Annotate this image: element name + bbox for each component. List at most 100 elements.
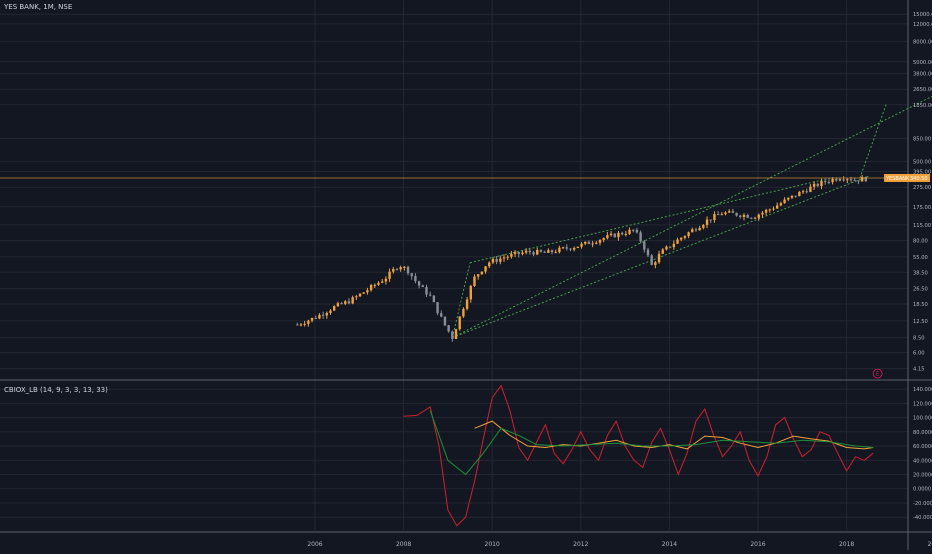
event-marker-label: E <box>876 372 879 378</box>
candle-body <box>554 252 557 254</box>
candle-body <box>587 241 591 245</box>
candle-body <box>344 301 347 304</box>
candle-body <box>764 209 768 213</box>
channel-line <box>451 262 471 338</box>
candle-body <box>536 249 539 255</box>
x-tick-label: 2014 <box>662 541 677 548</box>
candle-body <box>399 267 402 270</box>
candle-body <box>768 209 772 211</box>
candle-body <box>510 253 513 257</box>
candle-body <box>654 262 657 265</box>
candle-body <box>451 331 454 340</box>
oscillator-series-line <box>403 384 874 527</box>
candle-body <box>303 323 306 325</box>
candle-body <box>827 181 831 183</box>
candle-body <box>296 324 299 326</box>
candle-body <box>842 179 845 181</box>
candle-body <box>347 301 351 304</box>
x-tick-label: 2012 <box>573 541 588 548</box>
y-tick-label: 2650.00 <box>913 87 932 93</box>
channel-line <box>859 103 887 179</box>
candle-body <box>476 274 480 277</box>
candle-body <box>447 325 450 332</box>
candle-body <box>731 211 735 213</box>
candle-body <box>499 258 502 262</box>
candle-body <box>632 229 635 231</box>
osc-y-tick-label: 140.0000 <box>913 387 932 393</box>
candle-body <box>772 208 775 210</box>
candle-body <box>794 195 797 197</box>
candle-body <box>480 271 484 275</box>
candle-body <box>410 273 413 277</box>
candle-body <box>325 312 329 316</box>
y-tick-label: 395.00 <box>913 170 931 176</box>
y-tick-label: 500.00 <box>913 159 931 165</box>
candle-body <box>672 243 676 248</box>
trend-channel-layer <box>451 95 932 339</box>
candle-body <box>657 253 661 263</box>
x-tick-label: 2006 <box>307 541 322 548</box>
osc-y-tick-label: 0.0000 <box>913 487 931 493</box>
y-tick-label: 15000.00 <box>913 12 932 18</box>
candle-body <box>458 316 461 330</box>
y-tick-label: 6.00 <box>913 351 925 357</box>
osc-y-tick-label: 80.0000 <box>913 430 932 436</box>
y-tick-label: 3800.00 <box>913 72 932 78</box>
candle-body <box>392 269 395 272</box>
candle-body <box>377 282 380 285</box>
candle-body <box>384 278 388 282</box>
candle-body <box>809 186 812 192</box>
candle-body <box>646 249 650 256</box>
osc-y-tick-label: 100.0000 <box>913 416 932 422</box>
candle-body <box>835 178 838 181</box>
candle-body <box>310 317 314 321</box>
candle-body <box>628 229 631 234</box>
candle-body <box>454 329 458 340</box>
grid-layer <box>0 0 908 530</box>
candle-body <box>318 314 321 319</box>
candle-body <box>506 256 509 258</box>
last-price-symbol: YESBANK <box>885 176 910 182</box>
candle-body <box>532 252 535 255</box>
y-tick-label: 12000.00 <box>913 22 932 28</box>
candle-body <box>569 248 572 250</box>
osc-y-tick-label: -40.0000 <box>913 515 932 521</box>
last-price-value: 340.50 <box>910 176 928 182</box>
candle-body <box>421 285 424 288</box>
candle-body <box>517 252 520 255</box>
oscillator-series-line <box>474 420 874 450</box>
candle-body <box>395 269 399 271</box>
candle-body <box>584 241 587 244</box>
candle-body <box>801 191 805 193</box>
candle-body <box>358 293 362 297</box>
y-tick-label: 8000.00 <box>913 39 932 45</box>
candle-body <box>702 225 705 228</box>
candle-body <box>329 310 332 313</box>
candle-body <box>539 249 543 252</box>
candle-body <box>709 219 712 221</box>
candle-body <box>502 257 506 259</box>
candle-body <box>606 235 609 239</box>
candle-body <box>340 303 343 305</box>
candle-body <box>321 314 325 316</box>
candle-body <box>598 239 602 243</box>
candle-body <box>716 214 720 216</box>
candle-body <box>580 243 583 247</box>
candle-body <box>643 241 646 250</box>
candle-body <box>388 271 391 279</box>
candle-body <box>355 296 358 298</box>
x-tick-label: 2018 <box>839 541 854 548</box>
candle-body <box>816 183 820 187</box>
y-tick-label: 1850.00 <box>913 103 932 109</box>
candle-body <box>473 276 476 286</box>
candle-body <box>436 302 439 314</box>
candle-body <box>846 179 849 181</box>
candle-body <box>680 237 683 240</box>
candles-layer <box>296 174 867 342</box>
x-tick-label: 2010 <box>485 541 500 548</box>
candle-body <box>790 195 794 198</box>
osc-y-tick-label: 40.0000 <box>913 458 932 464</box>
